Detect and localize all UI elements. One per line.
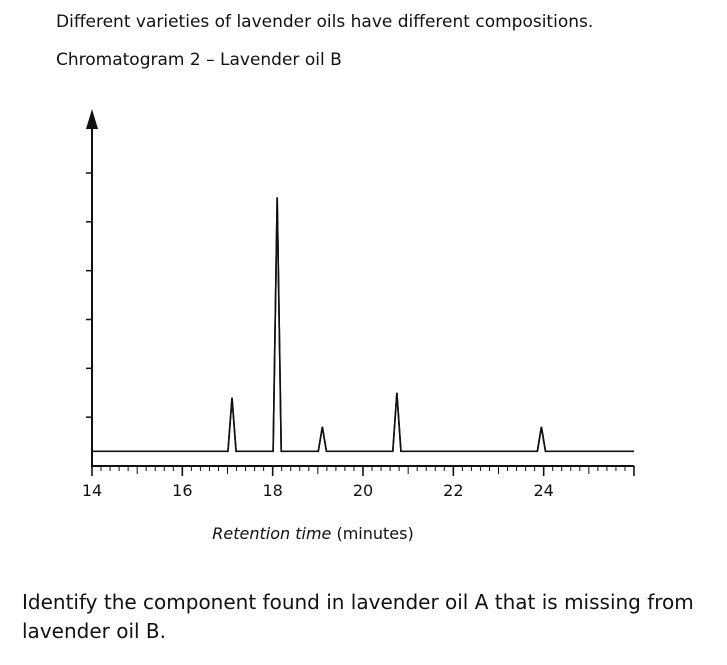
peak	[392, 392, 402, 452]
peak	[272, 197, 283, 452]
x-tick-label: 16	[172, 481, 192, 500]
chromatogram-trace	[92, 197, 634, 453]
x-axis-label-unit: (minutes)	[336, 524, 413, 543]
peak	[536, 426, 547, 452]
x-tick-label: 14	[82, 481, 102, 500]
x-tick-label: 18	[262, 481, 282, 500]
x-tick-label: 20	[353, 481, 373, 500]
x-axis-label: Retention time (minutes)	[212, 524, 413, 543]
x-tick-label: 22	[443, 481, 463, 500]
question-text: Identify the component found in lavender…	[22, 590, 694, 643]
intro-text: Different varieties of lavender oils hav…	[56, 12, 594, 32]
x-axis: 14 16 18 20 22 24	[82, 465, 635, 500]
chart-title: Chromatogram 2 – Lavender oil B	[56, 50, 342, 70]
trace-line	[92, 197, 634, 453]
x-tick-label: 24	[533, 481, 553, 500]
y-axis-arrow	[86, 109, 98, 129]
peak	[227, 397, 237, 452]
chromatogram-chart: 14 16 18 20 22 24 Retention time (minutes)	[82, 109, 635, 543]
y-axis	[86, 109, 98, 467]
x-axis-label-italic: Retention time	[212, 524, 331, 543]
peak	[317, 426, 328, 452]
